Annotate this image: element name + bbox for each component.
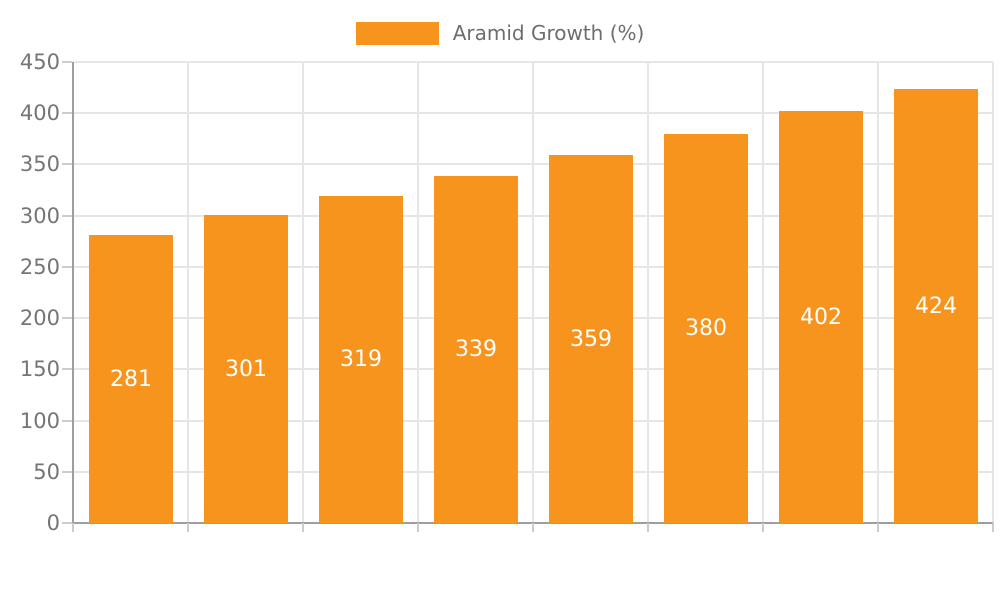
y-tick-mark xyxy=(62,163,72,165)
y-tick-mark xyxy=(62,61,72,63)
gridline-vertical xyxy=(647,62,649,523)
bar-value-label: 359 xyxy=(570,326,612,352)
y-tick-label: 400 xyxy=(19,101,60,125)
y-tick-label: 150 xyxy=(19,357,60,381)
y-tick-mark xyxy=(62,112,72,114)
y-tick-mark xyxy=(62,522,72,524)
x-tick-mark xyxy=(877,523,879,532)
bar[interactable]: 319 xyxy=(319,196,403,523)
x-tick-mark xyxy=(302,523,304,532)
bar-value-label: 339 xyxy=(455,337,497,362)
x-tick-mark xyxy=(647,523,649,532)
bar-value-label: 424 xyxy=(915,293,957,319)
y-tick-label: 450 xyxy=(19,50,60,74)
x-tick-mark xyxy=(992,523,994,532)
gridline-vertical xyxy=(762,62,764,523)
bar[interactable]: 424 xyxy=(894,89,978,523)
y-tick-label: 0 xyxy=(46,511,60,535)
legend-swatch xyxy=(355,21,439,45)
bar[interactable]: 402 xyxy=(779,111,863,523)
y-tick-mark xyxy=(62,215,72,217)
gridline-vertical xyxy=(187,62,189,523)
y-axis-line xyxy=(72,62,74,532)
gridline-vertical xyxy=(992,62,994,523)
y-tick-mark xyxy=(62,471,72,473)
x-tick-mark xyxy=(532,523,534,532)
bar[interactable]: 380 xyxy=(664,134,748,523)
y-tick-mark xyxy=(62,266,72,268)
bar-value-label: 281 xyxy=(110,366,152,392)
x-tick-mark xyxy=(417,523,419,532)
bar[interactable]: 301 xyxy=(204,215,288,523)
y-tick-label: 100 xyxy=(19,409,60,433)
y-tick-label: 200 xyxy=(19,306,60,330)
y-tick-label: 50 xyxy=(33,460,60,484)
gridline-vertical xyxy=(532,62,534,523)
x-tick-mark xyxy=(187,523,189,532)
x-axis-line xyxy=(62,522,993,524)
bar[interactable]: 281 xyxy=(89,235,173,523)
bar-value-label: 301 xyxy=(225,356,267,382)
legend[interactable]: Aramid Growth (%) xyxy=(0,16,1000,50)
bar[interactable]: 339 xyxy=(434,176,518,523)
y-tick-label: 250 xyxy=(19,255,60,279)
bar-value-label: 380 xyxy=(685,316,727,341)
bar-value-label: 319 xyxy=(340,347,382,372)
y-tick-mark xyxy=(62,317,72,319)
gridline-vertical xyxy=(417,62,419,523)
y-tick-mark xyxy=(62,368,72,370)
gridline-vertical xyxy=(302,62,304,523)
bar[interactable]: 359 xyxy=(549,155,633,523)
x-tick-mark xyxy=(762,523,764,532)
y-tick-label: 300 xyxy=(19,204,60,228)
legend-label: Aramid Growth (%) xyxy=(452,21,645,45)
y-tick-mark xyxy=(62,420,72,422)
bar-value-label: 402 xyxy=(800,304,842,330)
x-tick-mark xyxy=(72,523,74,532)
gridline-vertical xyxy=(877,62,879,523)
y-tick-label: 350 xyxy=(19,152,60,176)
